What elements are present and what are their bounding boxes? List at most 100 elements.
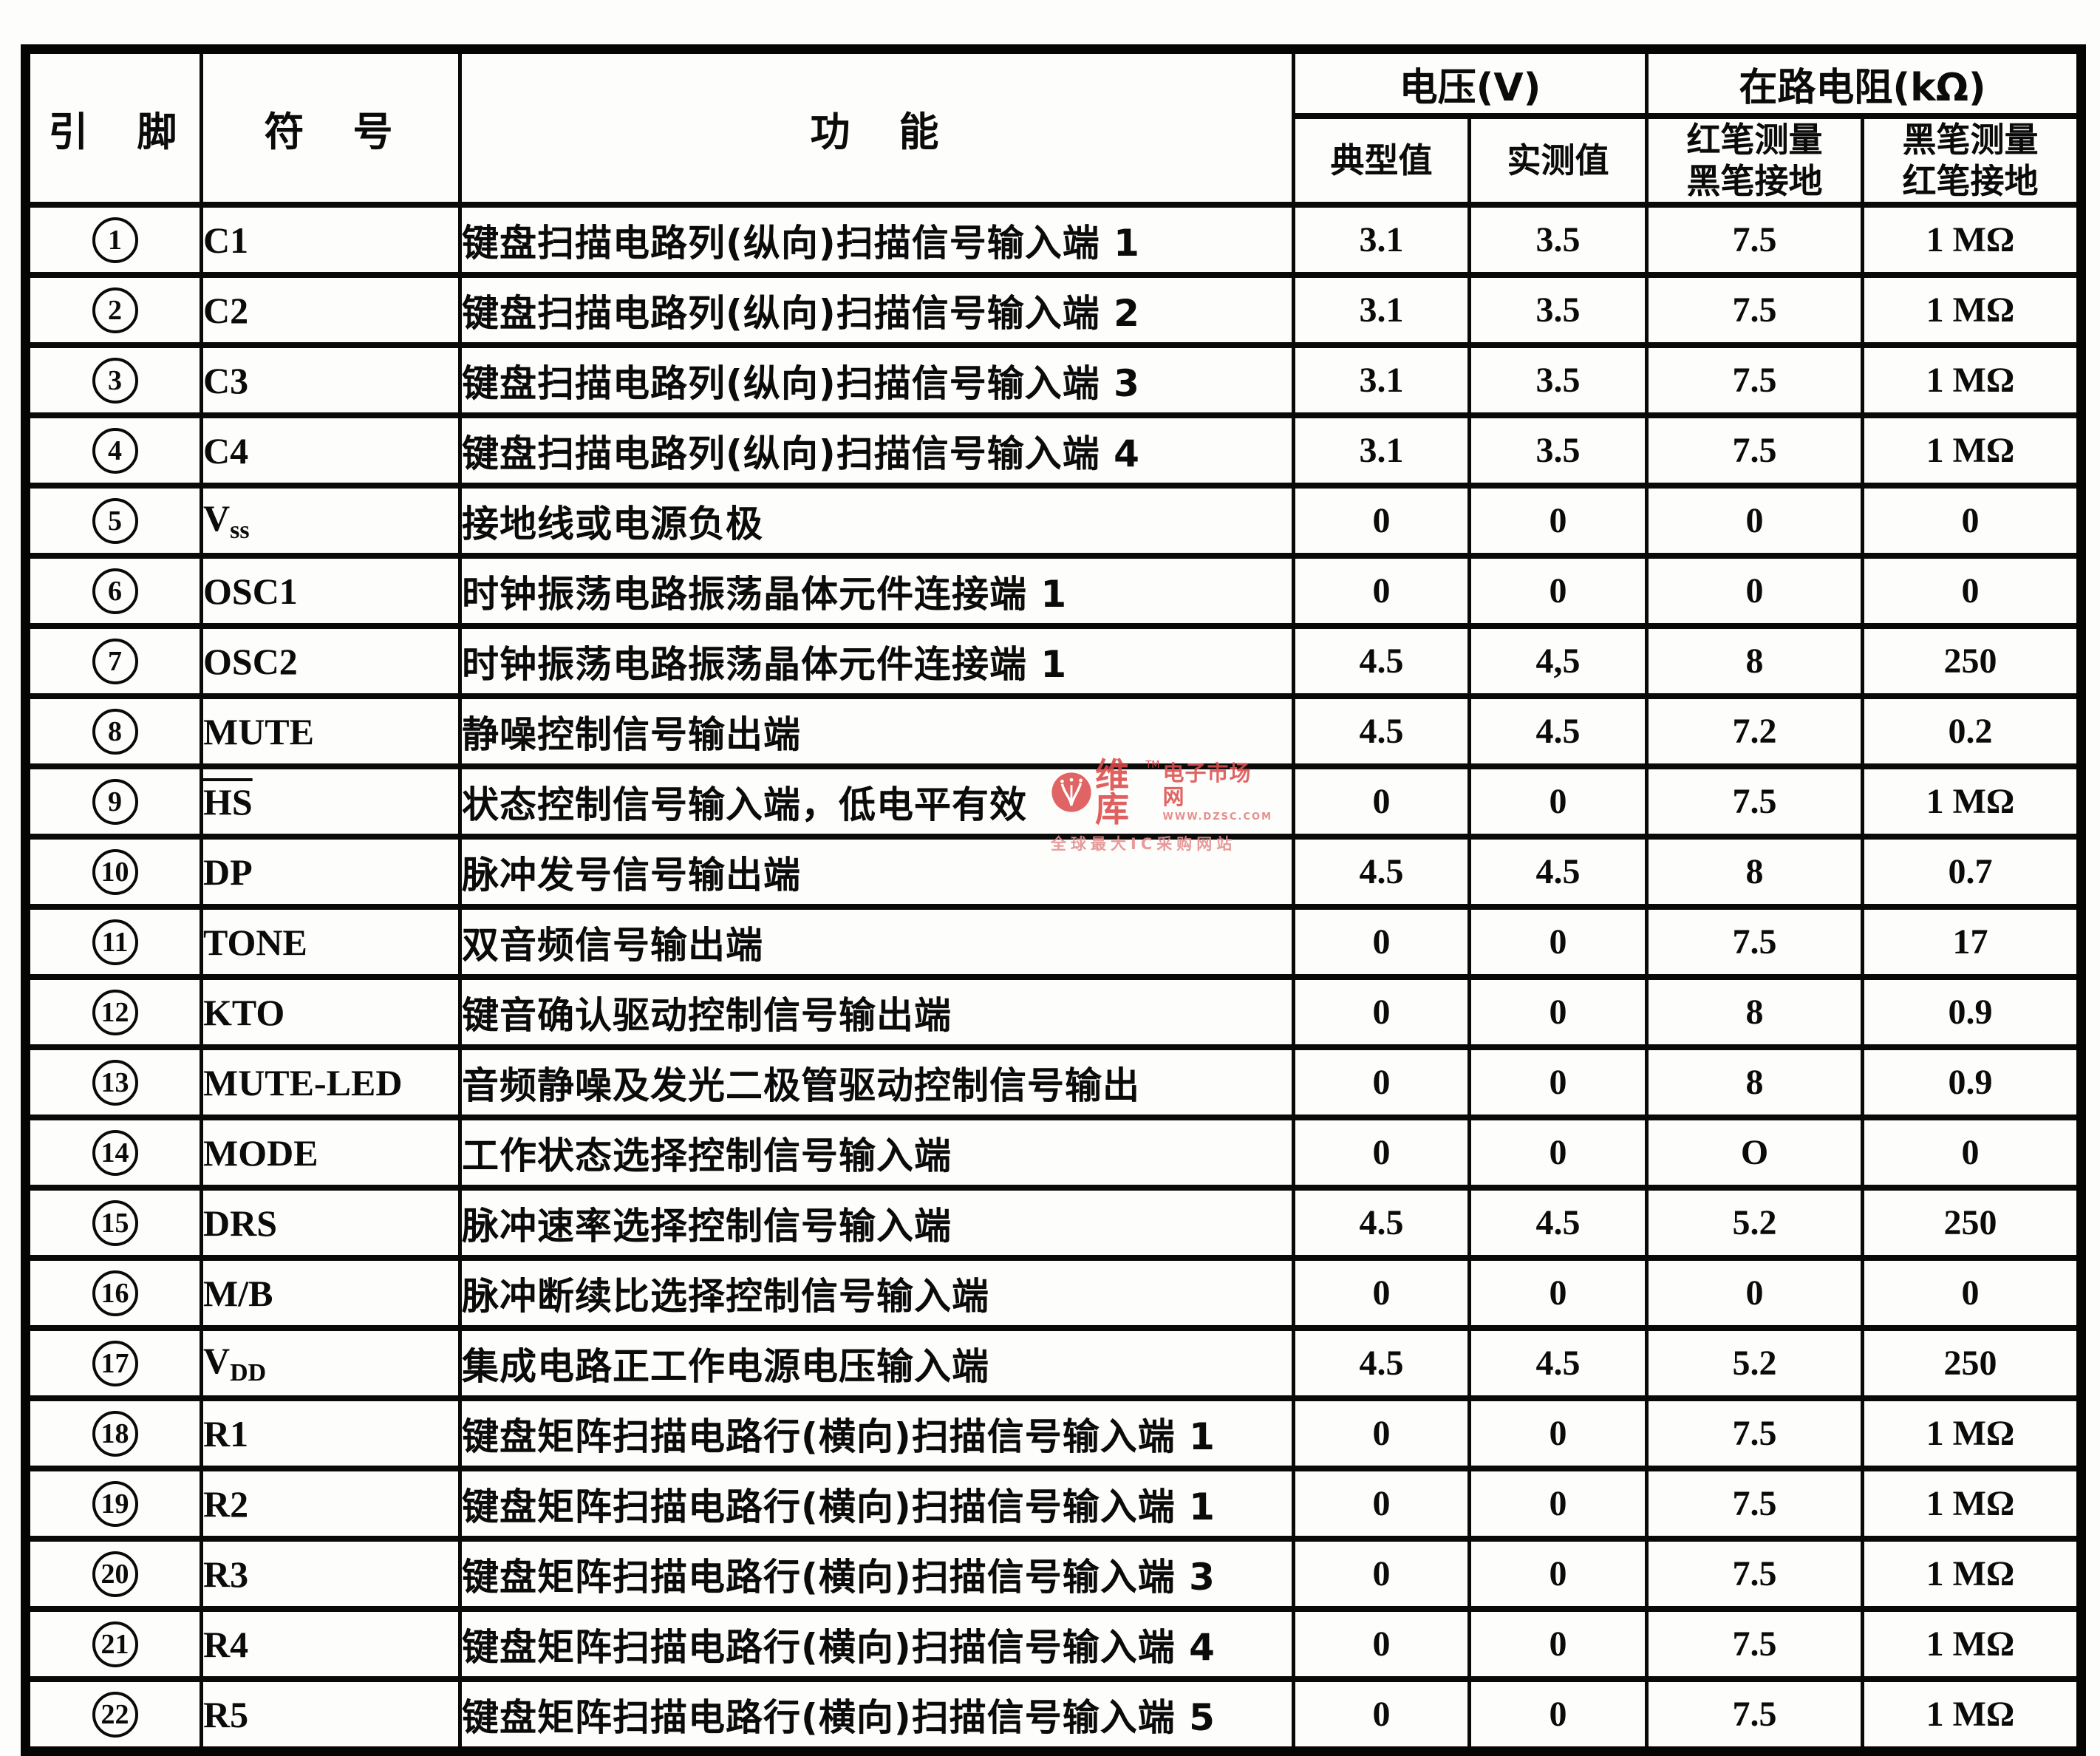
pin-number-badge: 3 xyxy=(92,357,138,404)
typical-value-cell: 0 xyxy=(1292,1466,1471,1542)
symbol-cell: R4 xyxy=(200,1606,462,1683)
table-row: 8 MUTE 静噪控制信号输出端 4.5 4.5 7.2 0.2 xyxy=(24,693,2084,770)
table-row: 21 R4 键盘矩阵扫描电路行(横向)扫描信号输入端 4 0 0 7.5 1 M… xyxy=(24,1606,2084,1683)
table-row: 3 C3 键盘扫描电路列(纵向)扫描信号输入端 3 3.1 3.5 7.5 1 … xyxy=(24,342,2084,419)
pin-number-badge: 11 xyxy=(92,919,138,965)
black-pen-resistance-cell: 1 MΩ xyxy=(1860,1536,2084,1613)
measured-value-cell: 0 xyxy=(1467,483,1649,559)
typical-value-cell: 0 xyxy=(1292,1044,1471,1121)
pin-number-badge: 17 xyxy=(92,1340,138,1386)
table-row: 5 Vss 接地线或电源负极 0 0 0 0 xyxy=(24,483,2084,559)
pin-number: 12 xyxy=(100,996,129,1028)
symbol-text: MUTE xyxy=(203,710,315,752)
red-pen-resistance-cell: 0 xyxy=(1645,483,1864,559)
symbol-cell: C4 xyxy=(200,412,462,489)
table-row: 20 R3 键盘矩阵扫描电路行(横向)扫描信号输入端 3 0 0 7.5 1 M… xyxy=(24,1536,2084,1613)
pin-number-badge: 18 xyxy=(92,1410,138,1457)
pin-number: 5 xyxy=(108,505,122,537)
symbol-text: MODE xyxy=(203,1131,318,1174)
pin-number: 11 xyxy=(101,926,129,958)
typical-value-cell: 4.5 xyxy=(1292,693,1471,770)
function-cell: 键盘扫描电路列(纵向)扫描信号输入端 4 xyxy=(458,412,1295,489)
header-function: 功 能 xyxy=(458,46,1295,208)
function-cell: 键音确认驱动控制信号输出端 xyxy=(458,974,1295,1051)
function-cell: 键盘扫描电路列(纵向)扫描信号输入端 3 xyxy=(458,342,1295,419)
black-pen-resistance-cell: 0 xyxy=(1860,553,2084,630)
pin-cell: 5 xyxy=(24,483,203,559)
header-red-pen-line2: 黑笔接地 xyxy=(1686,161,1823,202)
typical-value-cell: 4.5 xyxy=(1292,834,1471,911)
pin-cell: 19 xyxy=(24,1466,203,1542)
black-pen-resistance-cell: 17 xyxy=(1860,904,2084,981)
symbol-text: R2 xyxy=(203,1483,249,1525)
measured-value-cell: 3.5 xyxy=(1467,202,1649,279)
red-pen-resistance-cell: 5.2 xyxy=(1645,1325,1864,1402)
pin-number-badge: 12 xyxy=(92,989,138,1035)
pin-cell: 11 xyxy=(24,904,203,981)
table-row: 1 C1 键盘扫描电路列(纵向)扫描信号输入端 1 3.1 3.5 7.5 1 … xyxy=(24,202,2084,279)
symbol-text: R4 xyxy=(203,1623,249,1665)
typical-value-cell: 3.1 xyxy=(1292,412,1471,489)
pin-cell: 12 xyxy=(24,974,203,1051)
function-cell: 脉冲发号信号输出端 xyxy=(458,834,1295,911)
pin-number: 15 xyxy=(100,1207,129,1239)
typical-value-cell: 0 xyxy=(1292,1606,1471,1683)
pin-number: 9 xyxy=(108,786,122,817)
measured-value-cell: 4.5 xyxy=(1467,834,1649,911)
measured-value-cell: 0 xyxy=(1467,553,1649,630)
black-pen-resistance-cell: 0.9 xyxy=(1860,974,2084,1051)
pin-cell: 1 xyxy=(24,202,203,279)
pin-number: 13 xyxy=(100,1066,129,1098)
table-row: 22 R5 键盘矩阵扫描电路行(横向)扫描信号输入端 5 0 0 7.5 1 M… xyxy=(24,1676,2084,1755)
pin-number-badge: 20 xyxy=(92,1551,138,1597)
symbol-cell: C1 xyxy=(200,202,462,279)
black-pen-resistance-cell: 1 MΩ xyxy=(1860,1466,2084,1542)
symbol-text: HS xyxy=(203,780,253,823)
symbol-text: V xyxy=(203,1340,231,1382)
red-pen-resistance-cell: 0 xyxy=(1645,1255,1864,1332)
symbol-text: OSC2 xyxy=(203,640,298,682)
header-red-pen-line1: 红笔测量 xyxy=(1686,120,1823,160)
symbol-cell: VDD xyxy=(200,1325,462,1402)
function-cell: 工作状态选择控制信号输入端 xyxy=(458,1114,1295,1191)
typical-value-cell: 0 xyxy=(1292,974,1471,1051)
function-cell: 键盘矩阵扫描电路行(横向)扫描信号输入端 5 xyxy=(458,1676,1295,1755)
table-row: 17 VDD 集成电路正工作电源电压输入端 4.5 4.5 5.2 250 xyxy=(24,1325,2084,1402)
pin-cell: 14 xyxy=(24,1114,203,1191)
pin-cell: 13 xyxy=(24,1044,203,1121)
symbol-cell: C3 xyxy=(200,342,462,419)
red-pen-resistance-cell: 7.5 xyxy=(1645,1676,1864,1755)
table-row: 19 R2 键盘矩阵扫描电路行(横向)扫描信号输入端 1 0 0 7.5 1 M… xyxy=(24,1466,2084,1542)
pin-cell: 21 xyxy=(24,1606,203,1683)
symbol-subscript: ss xyxy=(230,517,250,545)
symbol-cell: HS xyxy=(200,763,462,840)
header-pin: 引 脚 xyxy=(24,46,203,208)
symbol-text: R3 xyxy=(203,1553,249,1595)
measured-value-cell: 0 xyxy=(1467,1255,1649,1332)
header-voltage-group: 电压(V) xyxy=(1292,46,1649,119)
pin-number: 3 xyxy=(108,364,122,396)
pin-number-badge: 14 xyxy=(92,1129,138,1176)
pin-number-badge: 6 xyxy=(92,568,138,614)
header-black-pen: 黑笔测量 红笔接地 xyxy=(1860,112,2084,208)
typical-value-cell: 4.5 xyxy=(1292,623,1471,700)
typical-value-cell: 3.1 xyxy=(1292,342,1471,419)
pin-number: 10 xyxy=(100,856,129,888)
symbol-cell: MUTE xyxy=(200,693,462,770)
pin-number: 17 xyxy=(100,1347,129,1379)
symbol-cell: MUTE-LED xyxy=(200,1044,462,1121)
function-cell: 接地线或电源负极 xyxy=(458,483,1295,559)
pin-number-badge: 4 xyxy=(92,427,138,474)
symbol-text: KTO xyxy=(203,991,285,1033)
symbol-cell: DRS xyxy=(200,1185,462,1262)
red-pen-resistance-cell: 7.5 xyxy=(1645,342,1864,419)
symbol-text: TONE xyxy=(203,921,307,963)
header-symbol: 符 号 xyxy=(200,46,462,208)
symbol-cell: C2 xyxy=(200,272,462,349)
red-pen-resistance-cell: 7.5 xyxy=(1645,763,1864,840)
pin-number: 22 xyxy=(100,1698,129,1730)
pin-number-badge: 2 xyxy=(92,287,138,333)
function-cell: 集成电路正工作电源电压输入端 xyxy=(458,1325,1295,1402)
symbol-text: DRS xyxy=(203,1202,278,1244)
measured-value-cell: 0 xyxy=(1467,1395,1649,1472)
